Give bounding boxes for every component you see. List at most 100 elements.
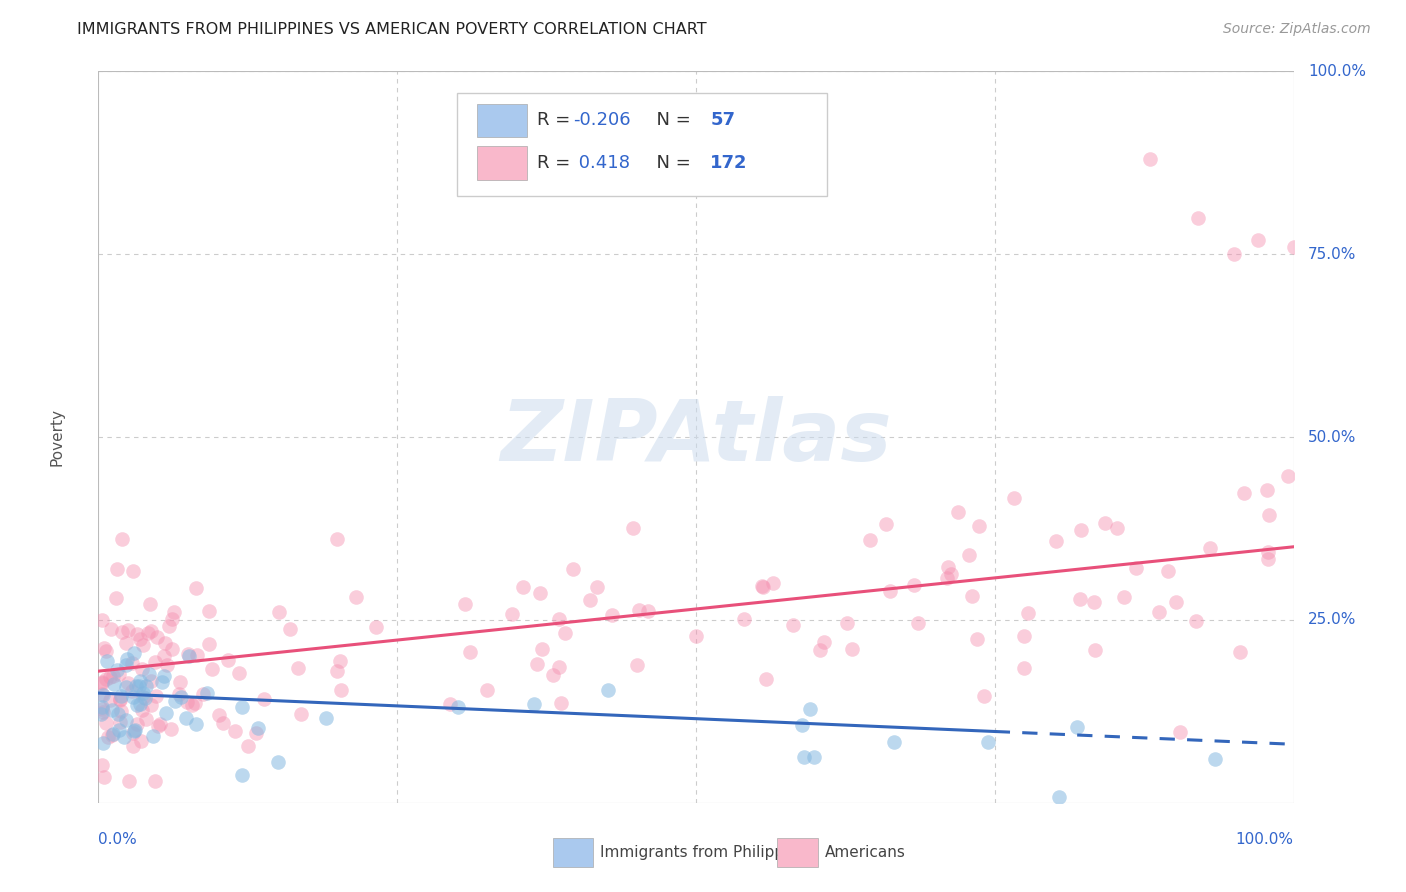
Point [91,705,114,719]
Point [782,618,804,632]
Point [131,686,153,700]
Point [91,613,114,627]
Text: 0.0%: 0.0% [98,832,138,847]
Point [621,520,644,534]
Point [966,632,988,647]
Point [108,667,131,681]
Point [585,580,607,594]
Point [1002,491,1025,505]
Point [184,582,207,596]
Point [134,691,156,706]
Point [110,689,132,703]
Point [976,735,998,749]
Point [1257,551,1279,566]
Point [177,648,200,662]
Point [245,726,267,740]
Point [97,731,120,745]
Point [174,711,197,725]
Point [139,673,162,688]
Point [547,660,569,674]
Point [626,657,648,672]
Point [554,626,576,640]
Point [218,652,240,666]
Point [111,625,134,640]
Point [101,668,124,682]
Point [91,702,114,716]
Point [128,698,150,712]
Point [104,591,127,605]
Point [96,655,118,669]
Point [117,675,139,690]
Text: 100.0%: 100.0% [1236,832,1294,847]
Point [543,667,565,681]
Text: 0.418: 0.418 [572,153,630,172]
Point [512,581,534,595]
Point [139,698,162,713]
Point [751,579,773,593]
Point [128,679,150,693]
Point [91,736,114,750]
Point [145,690,167,704]
Point [1107,521,1129,535]
Point [813,635,835,649]
Point [90,706,112,721]
Point [167,687,190,701]
Point [131,734,153,748]
Point [153,649,176,664]
Point [132,638,155,652]
Point [939,566,962,581]
Point [152,675,174,690]
Point [125,717,148,731]
Point [550,696,572,710]
Point [1233,485,1256,500]
Point [562,561,585,575]
Point [124,724,146,739]
Point [957,548,980,562]
Point [1187,211,1209,225]
Point [124,723,146,737]
Point [177,649,200,664]
Text: IMMIGRANTS FROM PHILIPPINES VS AMERICAN POVERTY CORRELATION CHART: IMMIGRANTS FROM PHILIPPINES VS AMERICAN … [77,22,707,37]
Point [121,656,143,670]
Point [501,607,523,621]
Point [1017,606,1039,620]
Point [875,516,897,531]
Point [960,589,983,603]
Point [329,654,352,668]
Point [117,623,139,637]
Point [936,559,959,574]
Point [107,723,129,737]
FancyBboxPatch shape [553,838,593,867]
Point [96,673,118,687]
Point [1012,629,1035,643]
Point [1257,545,1279,559]
Point [600,607,623,622]
Point [91,675,114,690]
Point [110,704,132,718]
Point [315,711,337,725]
Point [835,615,858,630]
Text: 50.0%: 50.0% [1308,430,1357,444]
Point [107,707,129,722]
Point [231,767,253,781]
Point [529,586,551,600]
Point [135,712,157,726]
Point [475,682,498,697]
Point [211,716,233,731]
Point [793,750,815,764]
Text: 172: 172 [710,153,748,172]
Text: 75.0%: 75.0% [1308,247,1357,261]
Text: 100.0%: 100.0% [1308,64,1365,78]
Text: ZIPAtlas: ZIPAtlas [501,395,891,479]
Point [228,666,250,681]
Point [280,622,302,636]
Point [858,533,880,547]
Point [439,698,461,712]
Point [238,739,260,753]
Point [105,663,128,677]
Point [364,620,387,634]
Point [907,615,929,630]
Point [149,717,172,731]
Point [1047,789,1070,804]
Point [526,657,548,672]
